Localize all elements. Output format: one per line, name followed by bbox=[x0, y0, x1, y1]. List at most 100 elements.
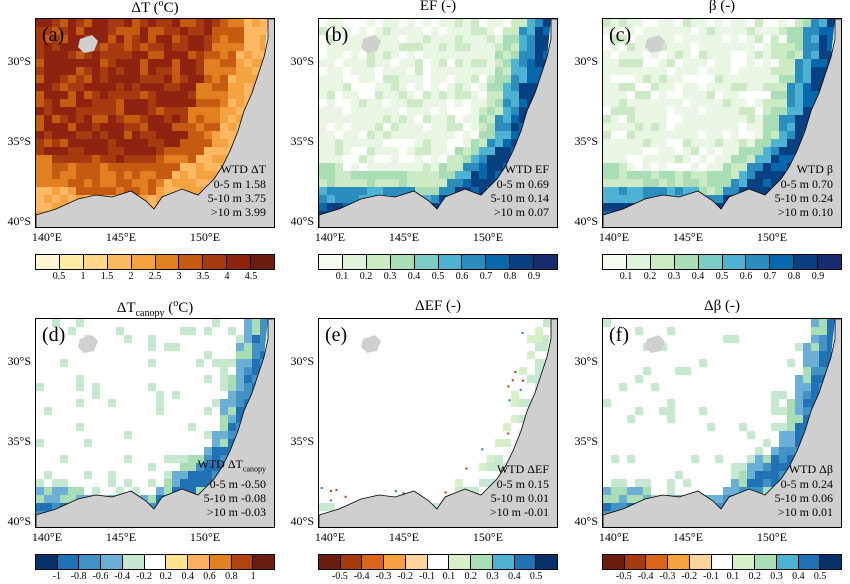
lon-label: 140°E bbox=[31, 530, 63, 544]
stats-header: WTD ΔT bbox=[208, 162, 266, 176]
colorbar bbox=[318, 554, 558, 570]
stats-row: 5-10 m 0.01 bbox=[490, 491, 549, 505]
colorbar-swatch bbox=[603, 255, 627, 269]
lat-label: 30°S bbox=[574, 54, 598, 68]
lat-label: 35°S bbox=[7, 434, 31, 448]
panel-tag: (f) bbox=[609, 324, 629, 346]
colorbar-swatch bbox=[362, 555, 385, 569]
colorbar-tick-label: 0.5 bbox=[431, 271, 445, 282]
lon-label: 150°E bbox=[756, 230, 788, 244]
colorbar-tick-label: 0.8 bbox=[503, 271, 517, 282]
colorbar-tick-label: 3.5 bbox=[196, 271, 210, 282]
colorbar-tick-label: 0.2 bbox=[359, 271, 373, 282]
colorbar-swatch bbox=[342, 255, 367, 269]
panel-tag: (a) bbox=[42, 24, 65, 46]
colorbar bbox=[318, 254, 558, 270]
colorbar-tick-label: 0.4 bbox=[407, 271, 421, 282]
colorbar-tick-label: 0.5 bbox=[715, 271, 729, 282]
panel-title: EF (-) bbox=[318, 0, 558, 15]
lon-label: 150°E bbox=[189, 230, 221, 244]
stats-row: 0-5 m 0.24 bbox=[780, 477, 833, 491]
panel-tag: (e) bbox=[325, 324, 348, 346]
colorbar-swatch bbox=[166, 555, 189, 569]
stats-header-text: WTD ΔT bbox=[220, 162, 266, 176]
lon-label: 150°E bbox=[189, 530, 221, 544]
lon-label: 145°E bbox=[388, 530, 420, 544]
lat-label: 30°S bbox=[7, 354, 31, 368]
colorbar-swatch bbox=[733, 555, 756, 569]
map-panel: Δβ (-) (f) WTD Δβ 0-5 m 0.24 5-10 m 0.06 >10 … bbox=[575, 298, 842, 544]
colorbar-swatch bbox=[462, 255, 487, 269]
colorbar-swatch bbox=[438, 255, 463, 269]
wtd-stats: WTD ΔEF 0-5 m 0.15 5-10 m 0.01 >10 m -0.01 bbox=[490, 462, 549, 519]
lat-label: 40°S bbox=[574, 514, 598, 528]
colorbar-swatch bbox=[251, 255, 275, 269]
colorbar-swatch bbox=[227, 255, 252, 269]
colorbar-tick-label: 2 bbox=[128, 271, 134, 282]
colorbar-tick-label: 0.9 bbox=[811, 271, 825, 282]
lon-label: 145°E bbox=[388, 230, 420, 244]
title-part: EF (-) bbox=[419, 0, 457, 14]
colorbar-tick-label: 1.5 bbox=[100, 271, 114, 282]
panel-title: Δβ (-) bbox=[602, 298, 842, 315]
colorbar-swatch bbox=[603, 555, 625, 569]
colorbar-swatch bbox=[711, 555, 734, 569]
map-svg bbox=[603, 19, 841, 227]
colorbar-tick-label: 0.6 bbox=[739, 271, 753, 282]
colorbar-swatch bbox=[340, 555, 363, 569]
colorbar-swatch bbox=[492, 555, 515, 569]
stats-row: 5-10 m 0.14 bbox=[490, 191, 549, 205]
map-panel: ΔT (oC) (a) WTD ΔT 0-5 m 1.58 5-10 m 3.75 >10… bbox=[8, 0, 275, 244]
colorbar-tick-label: 0.6 bbox=[455, 271, 469, 282]
lon-label: 140°E bbox=[598, 230, 630, 244]
wtd-stats: WTD ΔTcanopy 0-5 m -0.50 5-10 m -0.08 >10 m… bbox=[198, 457, 266, 519]
colorbar-swatch bbox=[746, 255, 771, 269]
colorbar-tick-label: 0.5 bbox=[52, 271, 66, 282]
colorbar-tick-label: -1 bbox=[52, 571, 61, 582]
colorbar-tick-label: 0.8 bbox=[787, 271, 801, 282]
colorbar-swatch bbox=[36, 555, 58, 569]
colorbar-swatch bbox=[668, 555, 690, 569]
stats-header: WTD ΔTcanopy bbox=[198, 457, 266, 476]
colorbar-tick-label: 0.7 bbox=[479, 271, 493, 282]
map-panel: ΔEF (-) (e) WTD ΔEF 0-5 m 0.15 5-10 m 0.01 >1… bbox=[291, 298, 558, 544]
colorbar-tick-label: 4 bbox=[224, 271, 230, 282]
colorbar-tick-label: 0.2 bbox=[748, 571, 761, 582]
colorbar-swatch bbox=[319, 555, 341, 569]
stats-header-text: WTD Δβ bbox=[788, 462, 833, 476]
colorbar-swatch bbox=[390, 255, 415, 269]
map-svg bbox=[319, 19, 557, 227]
lon-label: 150°E bbox=[472, 230, 504, 244]
colorbar-swatch bbox=[36, 255, 60, 269]
colorbar-swatch bbox=[794, 255, 819, 269]
colorbar-swatch bbox=[536, 555, 558, 569]
colorbar-swatch bbox=[57, 555, 80, 569]
colorbar-swatch bbox=[384, 555, 406, 569]
colorbar-tick-label: 0.3 bbox=[667, 271, 681, 282]
lat-label: 30°S bbox=[290, 354, 314, 368]
wtd-stats: WTD β 0-5 m 0.70 5-10 m 0.24 >10 m 0.10 bbox=[775, 162, 833, 219]
lat-label: 35°S bbox=[290, 434, 314, 448]
colorbar-tick-label: 0.4 bbox=[508, 571, 521, 582]
stats-header-text: WTD ΔT bbox=[197, 456, 243, 471]
lon-label: 145°E bbox=[105, 530, 137, 544]
map-svg bbox=[603, 319, 841, 527]
colorbar-tick-label: 0.3 bbox=[770, 571, 783, 582]
lat-label: 30°S bbox=[574, 354, 598, 368]
stats-header: WTD ΔEF bbox=[490, 462, 549, 476]
map-svg bbox=[36, 319, 274, 527]
colorbar-swatch bbox=[486, 255, 511, 269]
stats-row: >10 m 0.01 bbox=[777, 505, 833, 519]
colorbar-tick-label: 0.2 bbox=[643, 271, 657, 282]
lon-label: 140°E bbox=[598, 530, 630, 544]
colorbar-tick-label: -0.1 bbox=[703, 571, 719, 582]
map-area: (a) WTD ΔT 0-5 m 1.58 5-10 m 3.75 >10 m 3.99 bbox=[35, 18, 275, 228]
map-area: (d) WTD ΔTcanopy 0-5 m -0.50 5-10 m -0.08 >1… bbox=[35, 318, 275, 528]
colorbar-swatch bbox=[510, 255, 535, 269]
colorbar-swatch bbox=[79, 555, 102, 569]
title-part: C) bbox=[178, 300, 194, 316]
stats-row: 0-5 m 0.69 bbox=[496, 177, 549, 191]
title-part: ΔEF (-) bbox=[415, 298, 461, 314]
colorbar-tick-label: 0.5 bbox=[529, 571, 543, 582]
colorbar-tick-label: 1 bbox=[250, 571, 256, 582]
